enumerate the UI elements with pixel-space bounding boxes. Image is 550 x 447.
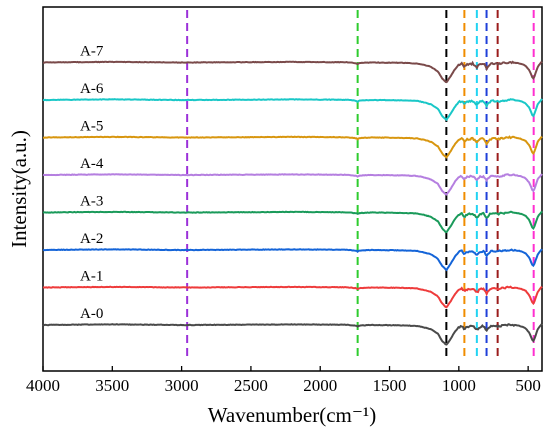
series-label-a-2: A-2	[80, 231, 103, 247]
series-line-a-6	[42, 98, 543, 122]
series-line-a-2	[42, 248, 543, 272]
x-tick-label: 2500	[234, 376, 268, 395]
series-label-a-5: A-5	[80, 119, 103, 135]
series-group: A-0 A-1 A-2 A-3 A-4 A-5 A-6 A-7	[42, 44, 543, 346]
series-line-a-0	[42, 323, 543, 346]
series-label-a-1: A-1	[80, 269, 103, 285]
plot-frame	[42, 6, 543, 372]
series-line-a-5	[42, 135, 543, 159]
x-tick-label: 3500	[95, 376, 129, 395]
series-line-a-1	[42, 285, 543, 309]
series-line-a-4	[42, 173, 543, 196]
x-tick-label: 2000	[303, 376, 337, 395]
series-line-a-7	[42, 60, 543, 84]
series-label-a-4: A-4	[80, 156, 104, 172]
x-axis-ticks: 4000 3500 3000 2500 2000 1500 1000 500	[26, 366, 541, 395]
x-tick-label: 4000	[26, 376, 60, 395]
x-tick-label: 3000	[165, 376, 199, 395]
series-label-a-3: A-3	[80, 194, 103, 210]
x-tick-label: 500	[515, 376, 541, 395]
series-label-a-0: A-0	[80, 306, 103, 322]
series-label-a-7: A-7	[80, 44, 104, 60]
x-tick-label: 1500	[373, 376, 407, 395]
series-line-a-3	[42, 210, 543, 234]
x-tick-label: 1000	[442, 376, 476, 395]
x-axis-title: Wavenumber(cm⁻¹)	[208, 403, 376, 427]
y-axis-title: Intensity(a.u.)	[7, 130, 31, 248]
series-label-a-6: A-6	[80, 81, 104, 97]
